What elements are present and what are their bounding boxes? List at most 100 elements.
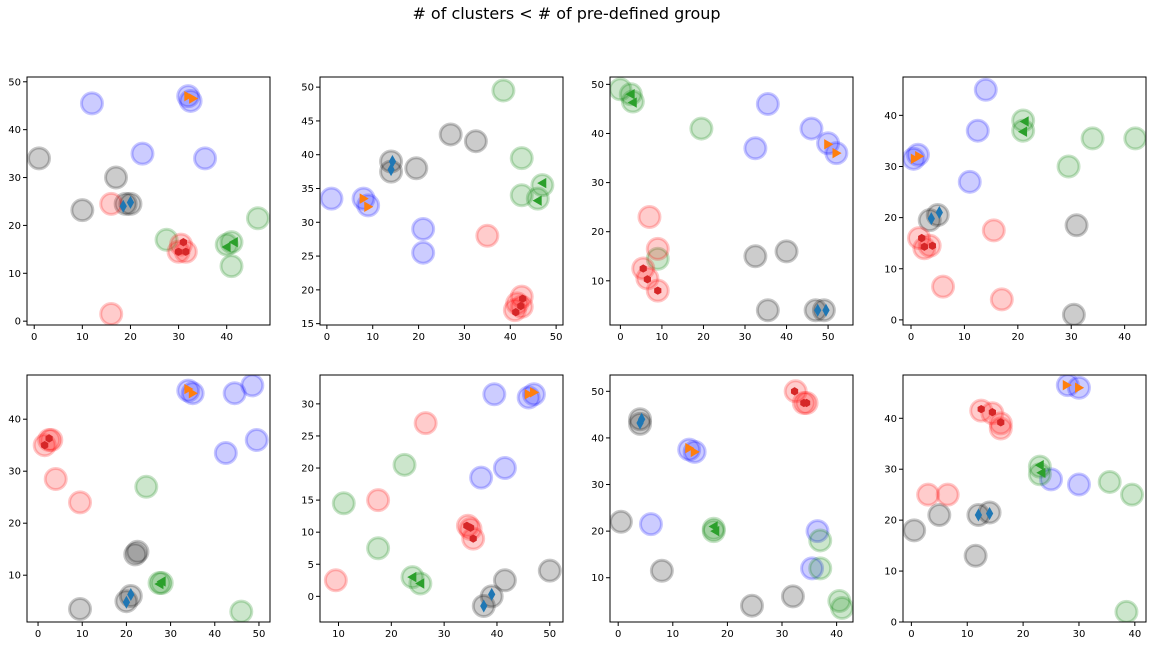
group-circle-green <box>229 599 254 622</box>
y-tick-label: 0 <box>15 317 21 328</box>
cluster-marker-red <box>466 523 475 532</box>
y-tick-label: 30 <box>884 465 897 476</box>
group-circle-blue <box>492 456 517 481</box>
group-circle-red <box>323 568 348 593</box>
group-circle-blue <box>482 382 507 407</box>
group-circle-gray <box>404 156 429 181</box>
group-circle-red <box>988 416 1013 441</box>
cluster-marker-green <box>537 177 547 189</box>
group-circle-red <box>99 191 124 216</box>
cluster-marker-green <box>710 525 720 537</box>
group-circle-blue <box>1039 467 1064 492</box>
group-circle-green <box>645 246 670 271</box>
cluster-marker-red <box>977 404 985 414</box>
group-circle-gray <box>927 503 952 528</box>
y-tick-label: 10 <box>884 567 897 578</box>
group-circle-green <box>1123 126 1146 151</box>
group-circle-green <box>830 596 853 621</box>
cluster-marker-red <box>182 247 190 256</box>
group-circle-blue <box>244 428 269 452</box>
x-tick-label: 20 <box>385 629 398 640</box>
group-circle-red <box>989 287 1014 312</box>
x-tick-label: 20 <box>124 332 137 343</box>
plot-area <box>32 375 269 622</box>
cluster-marker-blue <box>822 303 830 317</box>
x-tick-label: 10 <box>366 332 379 343</box>
group-circle-green <box>1114 599 1139 622</box>
x-tick-label: 40 <box>220 332 233 343</box>
plot-area <box>323 382 562 618</box>
subplot-2: 0 10 20 30 40 50 15 20 25 30 35 40 45 50 <box>301 76 564 343</box>
cluster-marker-orange <box>685 442 695 454</box>
x-tick-label: 30 <box>739 332 752 343</box>
cluster-marker-green <box>625 88 635 100</box>
y-tick-label: 0 <box>308 592 314 603</box>
x-tick-label: 20 <box>721 629 734 640</box>
group-circle-red <box>43 467 68 491</box>
group-circle-blue <box>1066 472 1091 497</box>
y-tick-label: 50 <box>8 77 21 88</box>
cluster-marker-red <box>179 238 187 247</box>
group-circle-green <box>610 77 633 102</box>
cluster-marker-red <box>469 534 477 543</box>
group-circle-blue <box>638 512 663 537</box>
cluster-marker-green <box>532 195 542 206</box>
figure-title: # of clusters < # of pre-defined group <box>412 4 721 23</box>
y-tick-label: 20 <box>8 221 21 232</box>
x-tick-label: 50 <box>543 629 556 640</box>
group-circle-blue <box>965 118 990 143</box>
cluster-marker-green <box>1019 116 1029 127</box>
y-tick-label: 20 <box>301 464 314 475</box>
y-tick-label: 40 <box>301 150 314 161</box>
group-circle-blue <box>469 465 494 490</box>
group-circle-blue <box>411 240 436 265</box>
cluster-marker-green <box>228 236 238 248</box>
cluster-marker-orange <box>524 389 534 400</box>
x-tick-label: 0 <box>31 332 37 343</box>
group-circle-green <box>689 116 714 141</box>
cluster-marker-green <box>415 578 425 589</box>
group-circle-red <box>475 223 500 248</box>
subplot-5: 0 10 20 30 40 50 10 20 30 40 <box>8 374 271 640</box>
cluster-marker-blue <box>119 199 127 213</box>
y-tick-label: 0 <box>891 315 897 326</box>
x-tick-label: 40 <box>504 332 517 343</box>
cluster-marker-blue <box>974 508 983 522</box>
x-tick-label: 10 <box>656 332 669 343</box>
group-circle-green <box>827 589 852 614</box>
y-tick-label: 40 <box>591 433 604 444</box>
x-tick-label: 0 <box>615 629 621 640</box>
x-tick-label: 10 <box>332 629 345 640</box>
cluster-marker-red <box>997 418 1005 427</box>
x-tick-label: 10 <box>961 629 974 640</box>
cluster-marker-orange <box>824 139 834 150</box>
group-circle-gray <box>68 597 93 621</box>
group-circle-green <box>331 491 356 516</box>
plot-area <box>903 375 1145 622</box>
plot-area <box>610 77 849 323</box>
x-tick-label: 40 <box>208 629 221 640</box>
group-circle-gray <box>610 509 633 534</box>
y-tick-label: 10 <box>8 571 21 582</box>
cluster-marker-blue <box>126 195 135 209</box>
cluster-marker-green <box>221 241 231 253</box>
y-tick-label: 30 <box>8 467 21 478</box>
group-circle-gray <box>438 122 463 147</box>
cluster-marker-red <box>654 286 662 295</box>
cluster-marker-green <box>1017 126 1028 137</box>
group-circle-red <box>68 490 93 515</box>
group-circle-green <box>509 146 534 171</box>
plot-area <box>27 84 270 325</box>
y-tick-label: 30 <box>301 399 314 410</box>
y-tick-label: 15 <box>301 496 314 507</box>
cluster-marker-blue <box>985 507 994 521</box>
cluster-marker-orange <box>690 446 700 458</box>
cluster-marker-red <box>41 441 49 450</box>
cluster-marker-orange <box>1062 379 1072 391</box>
y-tick-label: 10 <box>301 528 314 539</box>
group-circle-blue <box>755 92 780 117</box>
y-tick-label: 40 <box>591 129 604 140</box>
y-tick-label: 20 <box>591 527 604 538</box>
x-tick-label: 10 <box>666 629 679 640</box>
y-tick-label: 40 <box>8 125 21 136</box>
